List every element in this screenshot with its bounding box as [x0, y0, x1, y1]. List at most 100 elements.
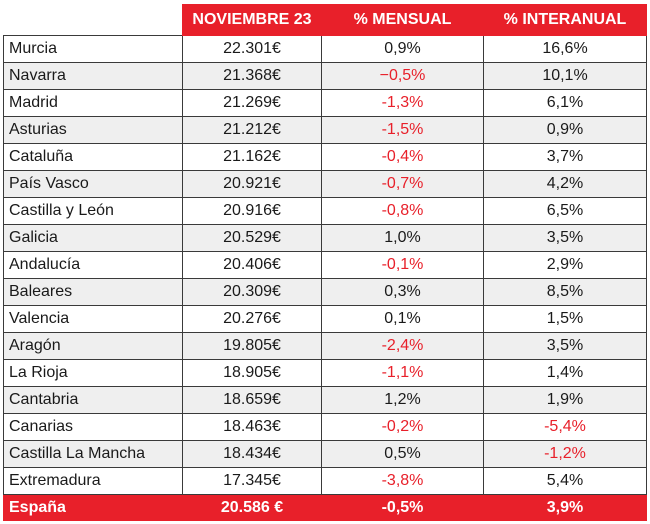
- yearly-cell: 6,1%: [483, 89, 647, 117]
- yearly-cell: 3,7%: [483, 143, 647, 171]
- monthly-cell: -1,5%: [321, 116, 484, 144]
- yearly-cell: 1,4%: [483, 359, 647, 387]
- monthly-cell: -0,1%: [321, 251, 484, 279]
- region-cell: Valencia: [3, 305, 183, 333]
- yearly-cell: 1,9%: [483, 386, 647, 414]
- yearly-cell: 5,4%: [483, 467, 647, 495]
- total-yearly: 3,9%: [483, 494, 647, 521]
- price-cell: 18.434€: [182, 440, 322, 468]
- yearly-cell: 0,9%: [483, 116, 647, 144]
- yearly-cell: 4,2%: [483, 170, 647, 198]
- table-row: Andalucía 20.406€ -0,1% 2,9%: [3, 251, 647, 279]
- table-row: Canarias 18.463€ -0,2% -5,4%: [3, 413, 647, 441]
- price-table: NOVIEMBRE 23 % MENSUAL % INTERANUAL Murc…: [3, 4, 647, 521]
- price-cell: 20.276€: [182, 305, 322, 333]
- table-row: Asturias 21.212€ -1,5% 0,9%: [3, 116, 647, 144]
- price-cell: 20.406€: [182, 251, 322, 279]
- region-cell: Baleares: [3, 278, 183, 306]
- region-cell: Andalucía: [3, 251, 183, 279]
- price-cell: 21.212€: [182, 116, 322, 144]
- yearly-cell: 2,9%: [483, 251, 647, 279]
- table-row: Cataluña 21.162€ -0,4% 3,7%: [3, 143, 647, 171]
- table-row: Extremadura 17.345€ -3,8% 5,4%: [3, 467, 647, 495]
- table-row: Castilla y León 20.916€ -0,8% 6,5%: [3, 197, 647, 225]
- table-row: Murcia 22.301€ 0,9% 16,6%: [3, 35, 647, 63]
- region-cell: Castilla y León: [3, 197, 183, 225]
- region-cell: País Vasco: [3, 170, 183, 198]
- region-cell: Navarra: [3, 62, 183, 90]
- monthly-cell: -1,1%: [321, 359, 484, 387]
- total-region: España: [3, 494, 183, 521]
- monthly-cell: -1,3%: [321, 89, 484, 117]
- monthly-cell: -3,8%: [321, 467, 484, 495]
- yearly-cell: 10,1%: [483, 62, 647, 90]
- monthly-cell: 0,5%: [321, 440, 484, 468]
- price-cell: 21.162€: [182, 143, 322, 171]
- monthly-cell: -0,4%: [321, 143, 484, 171]
- price-cell: 20.921€: [182, 170, 322, 198]
- region-cell: Cataluña: [3, 143, 183, 171]
- price-cell: 20.309€: [182, 278, 322, 306]
- header-price: NOVIEMBRE 23: [182, 4, 322, 36]
- table-footer: España 20.586 € -0,5% 3,9%: [3, 494, 647, 521]
- table-row: País Vasco 20.921€ -0,7% 4,2%: [3, 170, 647, 198]
- yearly-cell: -5,4%: [483, 413, 647, 441]
- monthly-cell: -2,4%: [321, 332, 484, 360]
- header-region: [3, 4, 183, 36]
- region-cell: Castilla La Mancha: [3, 440, 183, 468]
- region-cell: Madrid: [3, 89, 183, 117]
- table-body: Murcia 22.301€ 0,9% 16,6% Navarra 21.368€ −0,5…: [3, 35, 647, 495]
- table-row: Cantabria 18.659€ 1,2% 1,9%: [3, 386, 647, 414]
- table-row: La Rioja 18.905€ -1,1% 1,4%: [3, 359, 647, 387]
- monthly-cell: -0,8%: [321, 197, 484, 225]
- monthly-cell: 0,9%: [321, 35, 484, 63]
- price-cell: 17.345€: [182, 467, 322, 495]
- table-row: Valencia 20.276€ 0,1% 1,5%: [3, 305, 647, 333]
- region-cell: Canarias: [3, 413, 183, 441]
- price-cell: 21.368€: [182, 62, 322, 90]
- region-cell: Murcia: [3, 35, 183, 63]
- table-row: Castilla La Mancha 18.434€ 0,5% -1,2%: [3, 440, 647, 468]
- region-cell: Galicia: [3, 224, 183, 252]
- region-cell: Aragón: [3, 332, 183, 360]
- region-cell: Asturias: [3, 116, 183, 144]
- region-cell: Cantabria: [3, 386, 183, 414]
- region-cell: Extremadura: [3, 467, 183, 495]
- price-cell: 22.301€: [182, 35, 322, 63]
- yearly-cell: 16,6%: [483, 35, 647, 63]
- monthly-cell: -0,2%: [321, 413, 484, 441]
- monthly-cell: 0,1%: [321, 305, 484, 333]
- monthly-cell: 1,0%: [321, 224, 484, 252]
- price-cell: 20.916€: [182, 197, 322, 225]
- yearly-cell: 1,5%: [483, 305, 647, 333]
- table-header: NOVIEMBRE 23 % MENSUAL % INTERANUAL: [3, 4, 647, 36]
- price-cell: 18.659€: [182, 386, 322, 414]
- total-row: España 20.586 € -0,5% 3,9%: [3, 494, 647, 521]
- price-cell: 21.269€: [182, 89, 322, 117]
- table-row: Galicia 20.529€ 1,0% 3,5%: [3, 224, 647, 252]
- yearly-cell: -1,2%: [483, 440, 647, 468]
- price-cell: 19.805€: [182, 332, 322, 360]
- price-cell: 18.905€: [182, 359, 322, 387]
- table-row: Madrid 21.269€ -1,3% 6,1%: [3, 89, 647, 117]
- yearly-cell: 3,5%: [483, 332, 647, 360]
- header-yearly: % INTERANUAL: [483, 4, 647, 36]
- price-table-container: NOVIEMBRE 23 % MENSUAL % INTERANUAL Murc…: [3, 4, 647, 521]
- monthly-cell: 1,2%: [321, 386, 484, 414]
- price-cell: 20.529€: [182, 224, 322, 252]
- yearly-cell: 6,5%: [483, 197, 647, 225]
- header-monthly: % MENSUAL: [321, 4, 484, 36]
- table-row: Aragón 19.805€ -2,4% 3,5%: [3, 332, 647, 360]
- monthly-cell: 0,3%: [321, 278, 484, 306]
- total-monthly: -0,5%: [321, 494, 484, 521]
- header-row: NOVIEMBRE 23 % MENSUAL % INTERANUAL: [3, 4, 647, 36]
- table-row: Baleares 20.309€ 0,3% 8,5%: [3, 278, 647, 306]
- table-row: Navarra 21.368€ −0,5% 10,1%: [3, 62, 647, 90]
- yearly-cell: 8,5%: [483, 278, 647, 306]
- price-cell: 18.463€: [182, 413, 322, 441]
- yearly-cell: 3,5%: [483, 224, 647, 252]
- total-price: 20.586 €: [182, 494, 322, 521]
- monthly-cell: -0,7%: [321, 170, 484, 198]
- monthly-cell: −0,5%: [321, 62, 484, 90]
- region-cell: La Rioja: [3, 359, 183, 387]
